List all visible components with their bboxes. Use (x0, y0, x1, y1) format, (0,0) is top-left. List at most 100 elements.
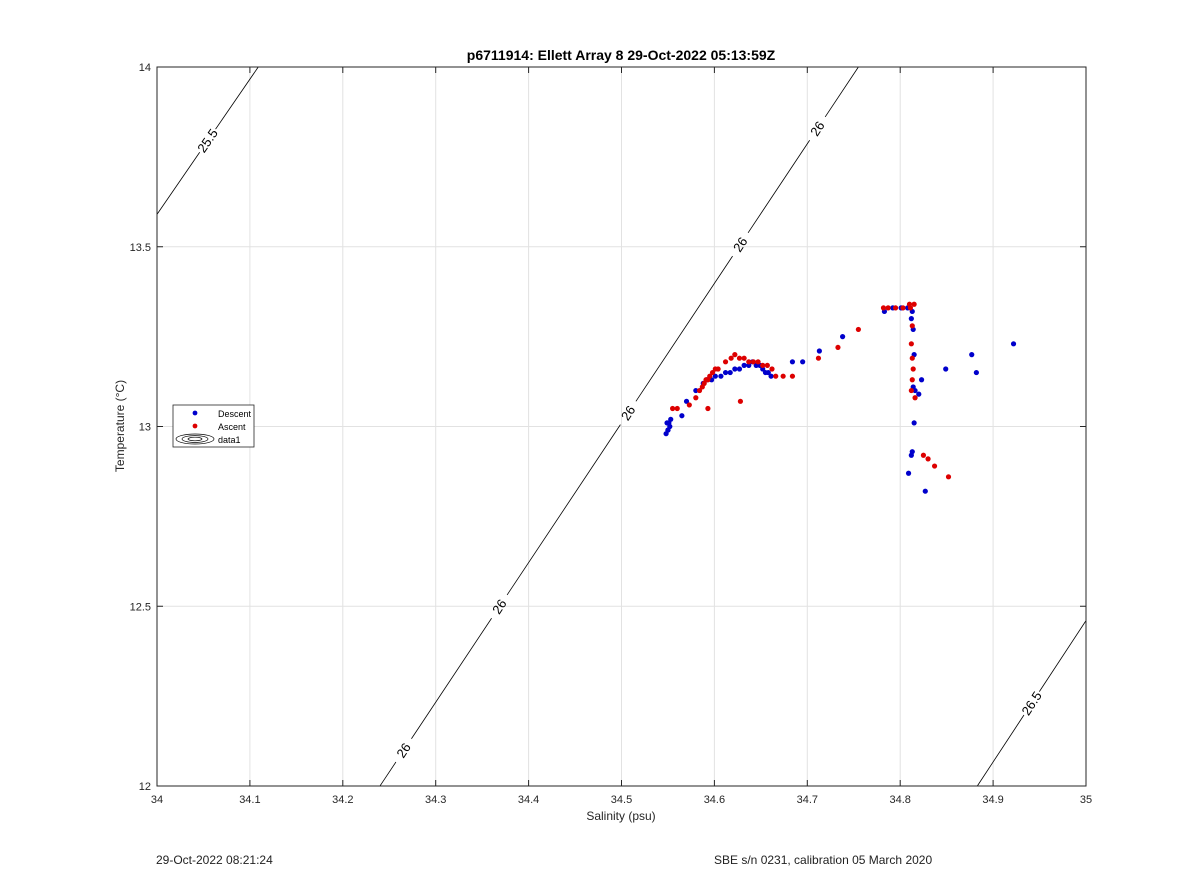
ascent-point (900, 305, 906, 311)
descent-point (918, 377, 925, 383)
contour-segment (215, 66, 259, 130)
contour-label: 26 (807, 118, 828, 138)
ascent-point (909, 377, 915, 383)
calibration-note: SBE s/n 0231, calibration 05 March 2020 (714, 853, 933, 867)
x-axis-ticks: 34 34.1 34.2 34.3 34.4 34.5 34.6 34.7 34.8 34.9 35 (151, 67, 1092, 806)
descent-point (908, 452, 914, 458)
contour-segment (411, 618, 492, 739)
descent-point (765, 369, 771, 376)
contour-segment (635, 255, 733, 402)
y-tick-label: 12.5 (130, 601, 151, 613)
ascent-point (709, 369, 716, 376)
y-axis-ticks: 12 12.5 13 13.5 14 (130, 62, 1086, 793)
descent-point (722, 369, 729, 376)
ascent-point (707, 373, 713, 379)
descent-point (683, 398, 690, 404)
chart-title: p6711914: Ellett Array 8 29-Oct-2022 05:… (467, 47, 776, 63)
ascent-point (789, 373, 796, 379)
x-tick-label: 34.8 (889, 794, 910, 806)
x-axis-label: Salinity (psu) (586, 809, 655, 823)
contour-segment (824, 66, 859, 118)
ascent-point (885, 305, 891, 311)
descent-point (668, 416, 674, 422)
contour-segment (156, 152, 201, 215)
ascent-point (737, 398, 744, 404)
ascent-point (769, 366, 775, 372)
ascent-point (880, 305, 887, 311)
descent-point (712, 373, 718, 379)
ascent-point (855, 326, 861, 333)
descent-point (969, 352, 975, 358)
x-tick-label: 34.9 (982, 794, 1003, 806)
descent-point (840, 334, 846, 340)
contour-segment (747, 140, 810, 234)
ascent-point (728, 355, 734, 361)
descent-point (736, 366, 743, 372)
contour-segment (506, 424, 621, 596)
ascent-point (909, 355, 915, 361)
contour-label: 26 (393, 740, 414, 760)
descent-point (1010, 341, 1017, 347)
x-tick-label: 34.1 (239, 794, 260, 806)
descent-point (741, 362, 747, 368)
ascent-point (773, 373, 779, 379)
ascent-point (686, 402, 692, 408)
descent-point (908, 316, 914, 322)
y-axis-label: Temperature (°C) (113, 380, 127, 472)
ascent-point (693, 395, 699, 401)
ascent-series (669, 301, 952, 480)
grid-lines (157, 67, 1086, 786)
x-tick-label: 34.5 (611, 794, 632, 806)
contour-label: 26 (489, 596, 510, 616)
ascent-point (908, 387, 914, 394)
contour-label: 26 (618, 403, 639, 423)
generated-timestamp: 29-Oct-2022 08:21:24 (156, 853, 273, 867)
x-tick-label: 34 (151, 794, 163, 806)
contour-segment (976, 714, 1025, 787)
legend-ascent-marker (192, 423, 198, 429)
descent-series (663, 305, 1017, 494)
descent-point (679, 413, 685, 419)
x-tick-label: 34.7 (797, 794, 818, 806)
ascent-point (909, 323, 915, 329)
descent-point (943, 366, 949, 372)
ascent-point (835, 344, 841, 351)
descent-point (916, 391, 922, 397)
ascent-point (755, 359, 761, 365)
descent-point (693, 387, 699, 394)
ascent-point (741, 355, 747, 361)
ascent-point (892, 305, 899, 311)
contour-segment (1039, 620, 1087, 692)
ascent-point (715, 366, 721, 372)
descent-point (816, 348, 822, 354)
ascent-point (925, 456, 931, 462)
descent-point (911, 420, 917, 426)
ascent-point (907, 305, 914, 311)
x-tick-label: 34.2 (332, 794, 353, 806)
ascent-point (931, 463, 938, 469)
y-tick-label: 12 (139, 781, 151, 793)
contour-label: 26.5 (1018, 689, 1044, 718)
contour-segment (379, 761, 397, 787)
ascent-point (736, 355, 743, 361)
y-tick-label: 13.5 (130, 242, 151, 254)
x-tick-label: 34.4 (518, 794, 539, 806)
legend-data1-label: data1 (218, 435, 241, 445)
ascent-point (705, 405, 711, 412)
x-tick-label: 34.6 (704, 794, 725, 806)
ascent-point (911, 301, 917, 307)
ascent-point (920, 452, 927, 458)
descent-point (789, 359, 796, 365)
ascent-point (722, 359, 729, 365)
descent-point (746, 362, 752, 368)
descent-point (973, 369, 979, 376)
legend-contour-icon (175, 433, 215, 445)
ascent-point (750, 359, 757, 365)
descent-point (665, 427, 671, 433)
ascent-point (746, 359, 752, 365)
ascent-point (696, 387, 703, 394)
contour-label: 26 (730, 234, 751, 254)
descent-point (905, 470, 912, 476)
descent-point (732, 366, 738, 372)
